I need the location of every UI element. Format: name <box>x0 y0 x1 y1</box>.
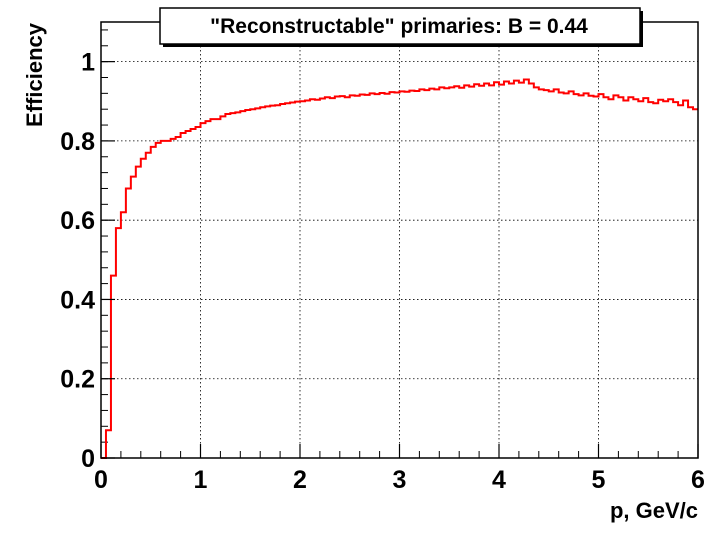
x-tick-label: 6 <box>691 466 705 494</box>
chart-title: "Reconstructable" primaries: B = 0.44 <box>210 15 588 38</box>
y-tick-label: 0.4 <box>60 286 95 314</box>
y-tick-label: 1 <box>81 49 95 77</box>
y-axis-title: Efficiency <box>22 22 47 127</box>
y-axis-ticks: 0 0.2 0.4 0.6 0.8 1 <box>60 49 115 473</box>
efficiency-series-line <box>101 78 698 459</box>
x-tick-label: 1 <box>194 466 208 494</box>
x-tick-label: 2 <box>293 466 307 494</box>
x-tick-label: 5 <box>592 466 606 494</box>
x-axis-ticks: 0 1 2 3 4 5 6 <box>94 444 705 494</box>
x-tick-label: 3 <box>393 466 407 494</box>
x-tick-label: 0 <box>94 466 108 494</box>
y-tick-label: 0.8 <box>60 128 95 156</box>
x-tick-label: 4 <box>492 466 506 494</box>
y-tick-label: 0 <box>81 445 95 473</box>
chart-title-box: "Reconstructable" primaries: B = 0.44 <box>159 7 643 47</box>
y-tick-label: 0.6 <box>60 207 95 235</box>
series-layer <box>101 78 698 459</box>
x-axis-title: p, GeV/c <box>610 498 698 523</box>
y-tick-label: 0.2 <box>60 366 95 394</box>
grid-lines <box>100 22 699 459</box>
